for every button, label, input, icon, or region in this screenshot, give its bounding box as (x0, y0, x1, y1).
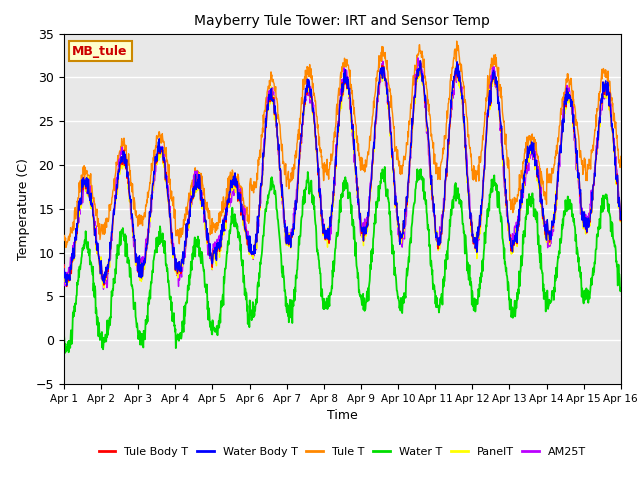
Tule Body T (246, 245, 254, 251)
Tule T (502, 146, 510, 152)
Tule Body T (502, 203, 510, 208)
Tule Body T (184, 219, 192, 225)
Water T (429, 282, 437, 288)
Water T (617, 286, 625, 291)
AM25T (246, 242, 254, 248)
Tule T (453, 38, 461, 44)
PanelT (552, 216, 559, 222)
Water Body T (617, 209, 625, 215)
PanelT (100, 285, 108, 291)
Water Body T (63, 282, 70, 288)
Tule T (62, 244, 70, 250)
Tule Body T (617, 210, 625, 216)
Tule Body T (60, 262, 68, 268)
AM25T (184, 228, 192, 233)
Water T (381, 164, 388, 170)
Line: AM25T: AM25T (64, 58, 621, 289)
PanelT (184, 222, 192, 228)
Line: PanelT: PanelT (64, 61, 621, 288)
PanelT (246, 247, 254, 252)
Tule Body T (171, 253, 179, 259)
Water T (502, 265, 510, 271)
Water Body T (246, 250, 254, 255)
Line: Tule T: Tule T (64, 41, 621, 247)
Tule Body T (429, 209, 437, 215)
Water Body T (171, 252, 179, 257)
Water T (171, 322, 179, 328)
Line: Water T: Water T (64, 167, 621, 353)
PanelT (417, 59, 424, 64)
Water T (552, 278, 559, 284)
Tule T (617, 154, 625, 159)
AM25T (617, 209, 625, 215)
Tule T (171, 206, 179, 212)
Water Body T (552, 208, 559, 214)
AM25T (552, 200, 559, 205)
AM25T (414, 55, 422, 61)
PanelT (617, 208, 625, 214)
Text: MB_tule: MB_tule (72, 45, 128, 58)
AM25T (429, 206, 437, 212)
Title: Mayberry Tule Tower: IRT and Sensor Temp: Mayberry Tule Tower: IRT and Sensor Temp (195, 14, 490, 28)
AM25T (100, 287, 108, 292)
AM25T (171, 252, 179, 258)
Tule T (552, 155, 559, 161)
AM25T (502, 200, 510, 205)
Tule Body T (552, 209, 559, 215)
Tule T (184, 199, 192, 204)
Water Body T (429, 209, 437, 215)
X-axis label: Time: Time (327, 409, 358, 422)
Tule T (60, 234, 68, 240)
PanelT (502, 204, 510, 210)
Water Body T (417, 58, 424, 64)
Line: Water Body T: Water Body T (64, 61, 621, 285)
PanelT (171, 257, 179, 263)
AM25T (60, 262, 68, 268)
Water Body T (60, 266, 68, 272)
Water Body T (184, 217, 192, 223)
Y-axis label: Temperature (C): Temperature (C) (17, 158, 30, 260)
Water T (60, 332, 68, 338)
Water T (246, 309, 254, 314)
Tule Body T (417, 58, 424, 64)
PanelT (60, 264, 68, 269)
Water T (61, 350, 68, 356)
Water Body T (502, 200, 510, 206)
Tule T (246, 176, 254, 181)
Tule Body T (63, 284, 70, 289)
Water T (184, 283, 192, 289)
PanelT (429, 206, 437, 212)
Line: Tule Body T: Tule Body T (64, 61, 621, 287)
Legend: Tule Body T, Water Body T, Tule T, Water T, PanelT, AM25T: Tule Body T, Water Body T, Tule T, Water… (94, 442, 591, 461)
Tule T (429, 145, 437, 151)
